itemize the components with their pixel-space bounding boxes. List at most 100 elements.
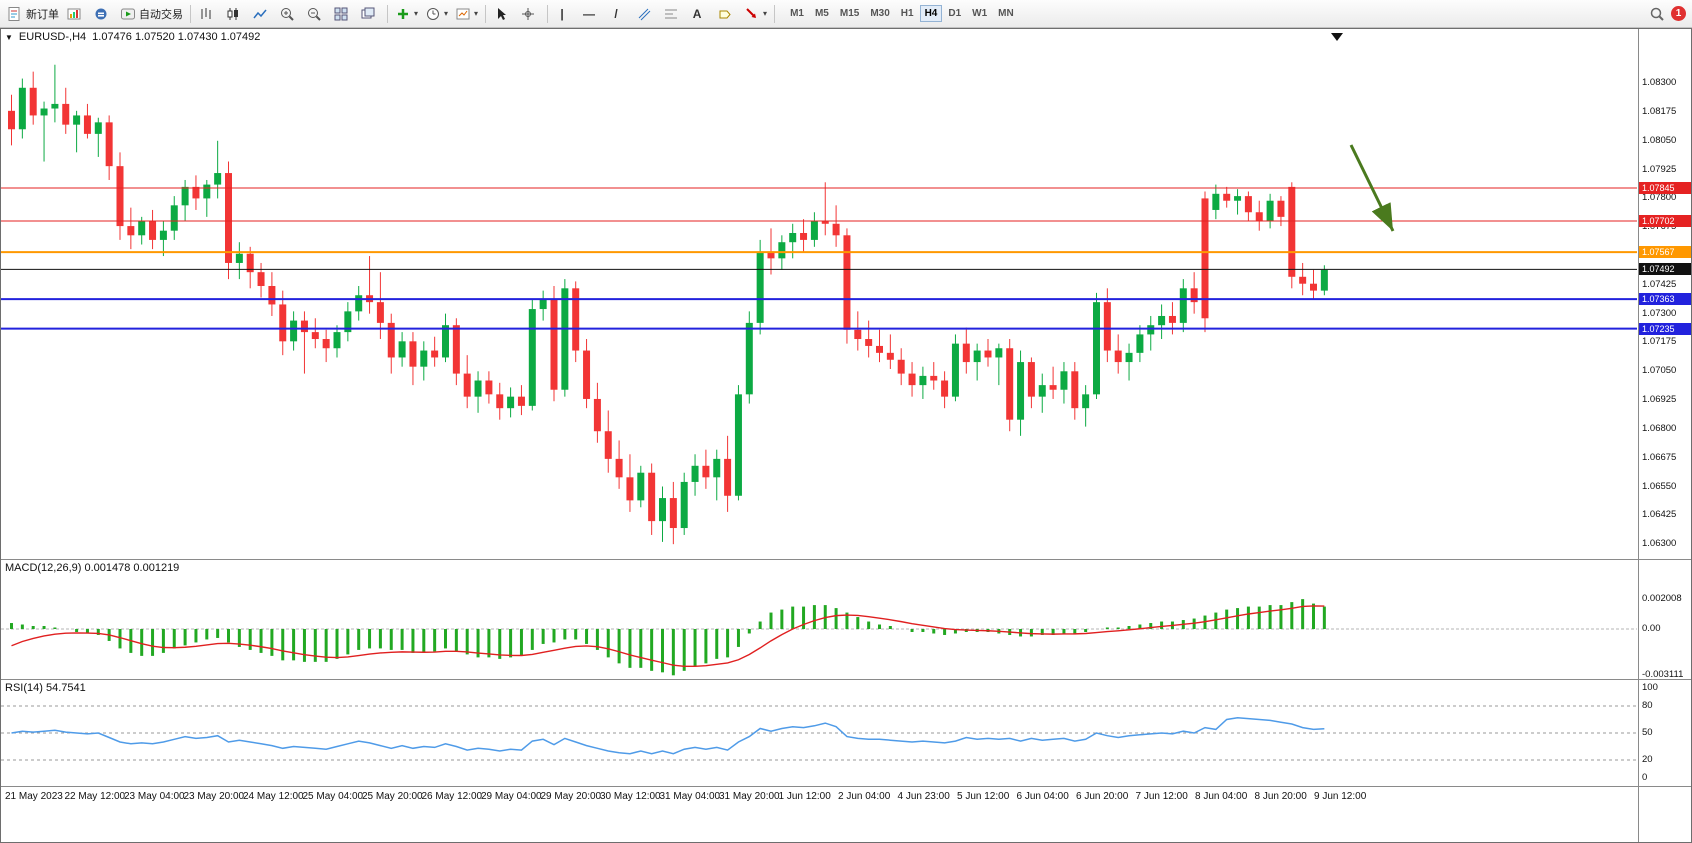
bar-chart-type-button[interactable] xyxy=(195,2,221,26)
date-axis[interactable]: 21 May 2023 22 May 12:00 23 May 04:00 23 Ma… xyxy=(1,787,1639,809)
cursor-button[interactable] xyxy=(490,2,516,26)
fibonacci-tool-button[interactable] xyxy=(660,2,686,26)
panel-separator[interactable] xyxy=(1,679,1691,680)
profiles-button[interactable] xyxy=(90,2,116,26)
toolbar-separator xyxy=(547,4,549,23)
date-label: 4 Jun 23:00 xyxy=(897,791,950,802)
vertical-line-tool-button[interactable]: | xyxy=(552,2,578,26)
arrows-tool-button[interactable]: ▾ xyxy=(741,2,770,26)
trendline-tool-button[interactable]: / xyxy=(606,2,632,26)
cascade-windows-button[interactable] xyxy=(357,2,383,26)
timeframe-w1[interactable]: W1 xyxy=(972,8,988,19)
candle-body xyxy=(930,375,938,381)
timeframe-d1[interactable]: D1 xyxy=(948,8,962,19)
chevron-down-icon: ▾ xyxy=(444,9,449,18)
candle-body xyxy=(604,431,612,459)
macd-label: MACD(12,26,9) 0.001478 0.001219 xyxy=(5,562,179,574)
candle-body xyxy=(886,352,894,360)
candle-body xyxy=(1006,348,1014,420)
horizontal-line-icon: — xyxy=(583,6,596,21)
crosshair-button[interactable] xyxy=(517,2,543,26)
candle-body xyxy=(550,299,558,390)
candle-body xyxy=(474,380,482,397)
ohlc-values: 1.07476 1.07520 1.07430 1.07492 xyxy=(92,31,261,43)
zoom-out-icon xyxy=(308,7,321,21)
candle-body xyxy=(62,103,70,125)
candle-body xyxy=(1244,196,1252,213)
price-chart-canvas xyxy=(1,33,1637,545)
candle-body xyxy=(659,498,666,522)
candle-body xyxy=(8,110,15,130)
channel-tool-button[interactable] xyxy=(633,2,659,26)
zoom-in-icon xyxy=(281,7,294,21)
chart-shift-marker[interactable] xyxy=(1331,33,1343,41)
candle-body xyxy=(1168,315,1176,323)
chevron-down-icon: ▾ xyxy=(763,9,768,18)
tile-windows-button[interactable] xyxy=(330,2,356,26)
chart-window-button[interactable] xyxy=(63,2,89,26)
line-chart-type-button[interactable] xyxy=(249,2,275,26)
indicators-plus-icon xyxy=(398,8,408,19)
date-label: 1 Jun 12:00 xyxy=(778,791,831,802)
down-arrow-annotation[interactable] xyxy=(1349,144,1395,232)
text-icon: A xyxy=(692,6,702,21)
main-chart-panel[interactable]: ▼ EURUSD-,H4 1.07476 1.07520 1.07430 1.0… xyxy=(1,29,1639,559)
templates-button[interactable]: ▾ xyxy=(452,2,481,26)
candle-body xyxy=(246,253,254,273)
timeframe-h1[interactable]: H1 xyxy=(900,8,914,19)
date-label: 9 Jun 12:00 xyxy=(1314,791,1367,802)
date-label: 22 May 12:00 xyxy=(64,791,126,802)
candle-body xyxy=(973,350,981,363)
date-label: 23 May 04:00 xyxy=(124,791,185,802)
candle-body xyxy=(452,325,460,374)
level-price-tag: 1.07702 xyxy=(1639,215,1691,227)
periods-button[interactable]: ▾ xyxy=(422,2,451,26)
autotrading-button[interactable]: 自动交易 xyxy=(117,2,186,26)
candle-body xyxy=(593,398,601,432)
zoom-in-button[interactable] xyxy=(276,2,302,26)
profiles-icon xyxy=(95,8,107,19)
timeframe-m5[interactable]: M5 xyxy=(814,8,829,19)
timeframe-m1[interactable]: M1 xyxy=(790,8,804,19)
candle-body xyxy=(1179,288,1187,323)
candle-body xyxy=(51,103,59,109)
text-tool-button[interactable]: A xyxy=(687,2,713,26)
timeframe-m15[interactable]: M15 xyxy=(839,8,860,19)
candle-body xyxy=(724,458,732,496)
panel-separator[interactable] xyxy=(1,786,1691,787)
autotrading-icon xyxy=(121,8,135,19)
candle-body xyxy=(1310,283,1317,291)
macd-panel[interactable]: MACD(12,26,9) 0.001478 0.001219 xyxy=(1,560,1639,679)
new-order-button[interactable]: 新订单 xyxy=(4,2,62,26)
candle-body xyxy=(420,350,428,367)
horizontal-line-tool-button[interactable]: — xyxy=(579,2,605,26)
vertical-line-icon: | xyxy=(560,6,564,21)
candle-body xyxy=(1147,325,1155,335)
rsi-panel[interactable]: RSI(14) 54.7541 xyxy=(1,680,1639,786)
zoom-out-button[interactable] xyxy=(303,2,329,26)
cascade-windows-icon xyxy=(361,7,375,18)
candle-body xyxy=(322,339,330,349)
candle-body xyxy=(572,288,580,351)
price-tick: 1.07425 xyxy=(1642,278,1677,290)
price-axis[interactable]: 1.083001.081751.080501.079251.078001.076… xyxy=(1638,29,1691,842)
notification-badge[interactable]: 1 xyxy=(1671,6,1686,21)
candle-body xyxy=(138,221,146,236)
search-icon[interactable] xyxy=(1649,6,1665,22)
timeframe-h4[interactable]: H4 xyxy=(919,5,943,22)
candle-body xyxy=(528,309,536,406)
date-label: 26 May 12:00 xyxy=(421,791,483,802)
price-tick: 1.06425 xyxy=(1642,509,1677,521)
timeframe-m30[interactable]: M30 xyxy=(870,8,890,19)
toolbar-separator xyxy=(190,4,191,23)
indicators-button[interactable]: ▾ xyxy=(392,2,421,26)
panel-separator[interactable] xyxy=(1,559,1691,560)
candle-body xyxy=(583,350,591,399)
candlestick-chart-type-button[interactable] xyxy=(222,2,248,26)
candle-body xyxy=(810,221,818,240)
candle-body xyxy=(214,173,222,185)
candle-body xyxy=(789,232,797,243)
label-tool-button[interactable] xyxy=(714,2,740,26)
fibonacci-icon xyxy=(665,9,678,18)
timeframe-mn[interactable]: MN xyxy=(998,8,1014,19)
